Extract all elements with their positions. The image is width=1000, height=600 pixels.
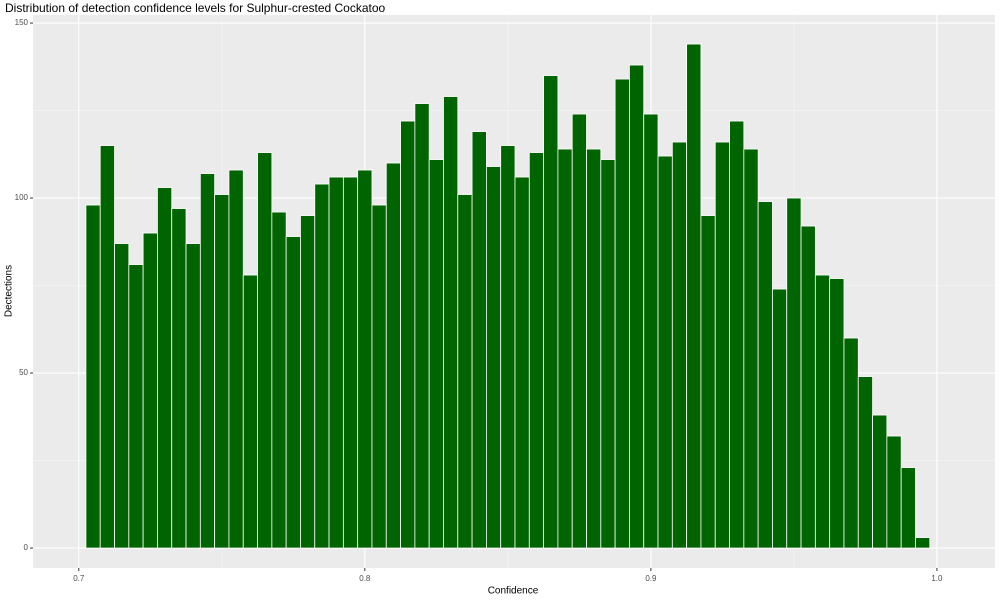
bar bbox=[99, 145, 115, 549]
bar bbox=[915, 537, 931, 549]
bar bbox=[271, 211, 287, 549]
bar bbox=[114, 243, 130, 549]
y-tick-label: 50 bbox=[19, 368, 28, 377]
y-axis-title: Dectections bbox=[4, 265, 15, 317]
bar bbox=[328, 176, 344, 549]
bar bbox=[829, 278, 845, 549]
bar bbox=[686, 43, 702, 549]
bar bbox=[128, 264, 144, 549]
x-axis-title: Confidence bbox=[488, 586, 539, 597]
bar bbox=[214, 194, 230, 549]
bar bbox=[528, 152, 545, 549]
bar bbox=[714, 141, 730, 549]
bar bbox=[185, 243, 201, 549]
bar bbox=[700, 215, 716, 549]
bar bbox=[614, 78, 630, 549]
y-tick-label: 0 bbox=[24, 543, 29, 552]
bar bbox=[400, 120, 416, 549]
bar bbox=[757, 201, 773, 549]
bar bbox=[385, 162, 401, 549]
chart-title: Distribution of detection confidence lev… bbox=[5, 1, 386, 15]
bar bbox=[171, 208, 187, 549]
bar bbox=[157, 187, 173, 549]
bar bbox=[357, 169, 373, 549]
bar bbox=[814, 274, 831, 549]
bar bbox=[600, 159, 616, 549]
bar bbox=[314, 183, 330, 549]
bar bbox=[729, 120, 745, 549]
bar bbox=[242, 274, 258, 549]
bar bbox=[743, 148, 759, 549]
bar bbox=[586, 148, 602, 549]
bar bbox=[772, 288, 788, 549]
bar bbox=[886, 435, 902, 549]
bar bbox=[571, 113, 587, 549]
bar bbox=[843, 337, 859, 549]
bar bbox=[500, 145, 516, 549]
bar bbox=[428, 159, 444, 549]
bar bbox=[443, 96, 459, 549]
bar bbox=[371, 204, 387, 549]
bar bbox=[300, 215, 316, 549]
y-tick-label: 150 bbox=[15, 18, 29, 27]
bar bbox=[543, 75, 559, 549]
bar bbox=[872, 414, 888, 549]
bar bbox=[342, 176, 359, 549]
bar bbox=[900, 467, 916, 549]
bar bbox=[142, 232, 158, 549]
bar bbox=[786, 197, 802, 549]
bar bbox=[643, 113, 659, 549]
bar bbox=[257, 152, 273, 549]
bar bbox=[471, 131, 487, 549]
bar bbox=[85, 204, 101, 549]
bar bbox=[800, 225, 816, 549]
x-tick-label: 0.9 bbox=[645, 574, 657, 583]
bar bbox=[671, 141, 688, 549]
bar bbox=[857, 376, 873, 549]
x-tick-label: 1.0 bbox=[931, 574, 943, 583]
bar bbox=[485, 166, 502, 549]
bar bbox=[199, 173, 216, 549]
x-tick-label: 0.7 bbox=[73, 574, 85, 583]
bar bbox=[228, 169, 244, 549]
bar bbox=[514, 176, 530, 549]
bar bbox=[414, 103, 430, 549]
bar bbox=[629, 64, 645, 549]
x-tick-label: 0.8 bbox=[359, 574, 371, 583]
bar bbox=[657, 155, 673, 549]
bar bbox=[557, 148, 573, 549]
bar bbox=[457, 194, 473, 549]
bar bbox=[285, 236, 301, 549]
y-tick-label: 100 bbox=[15, 193, 29, 202]
